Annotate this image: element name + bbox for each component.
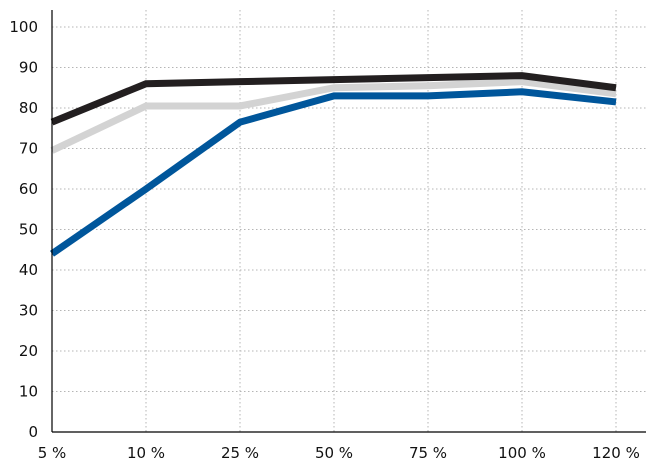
- series-line-2: [50, 72, 617, 126]
- y-tick-labels: 0 10 20 30 40 50 60 70 80 90 100: [9, 18, 38, 441]
- x-tick-label: 120 %: [592, 444, 640, 462]
- x-tick-label: 25 %: [221, 444, 259, 462]
- y-tick-label: 30: [19, 302, 38, 320]
- y-tick-label: 0: [28, 423, 38, 441]
- y-tick-label: 20: [19, 342, 38, 360]
- y-tick-label: 50: [19, 221, 38, 239]
- x-tick-label: 75 %: [409, 444, 447, 462]
- x-tick-labels: 5 % 10 % 25 % 50 % 75 % 100 % 120 %: [38, 444, 640, 462]
- y-tick-label: 70: [19, 140, 38, 158]
- y-tick-label: 80: [19, 99, 38, 117]
- y-tick-label: 60: [19, 180, 38, 198]
- axes: [51, 10, 646, 433]
- series-line-1: [50, 78, 617, 154]
- series-line-3: [50, 88, 617, 257]
- y-tick-label: 100: [9, 18, 38, 36]
- x-tick-label: 50 %: [315, 444, 353, 462]
- y-tick-label: 90: [19, 59, 38, 77]
- y-tick-label: 10: [19, 383, 38, 401]
- x-tick-label: 100 %: [498, 444, 546, 462]
- x-tick-label: 5 %: [38, 444, 67, 462]
- grid: [52, 10, 646, 432]
- series-group: [50, 72, 617, 257]
- x-tick-label: 10 %: [127, 444, 165, 462]
- y-tick-label: 40: [19, 261, 38, 279]
